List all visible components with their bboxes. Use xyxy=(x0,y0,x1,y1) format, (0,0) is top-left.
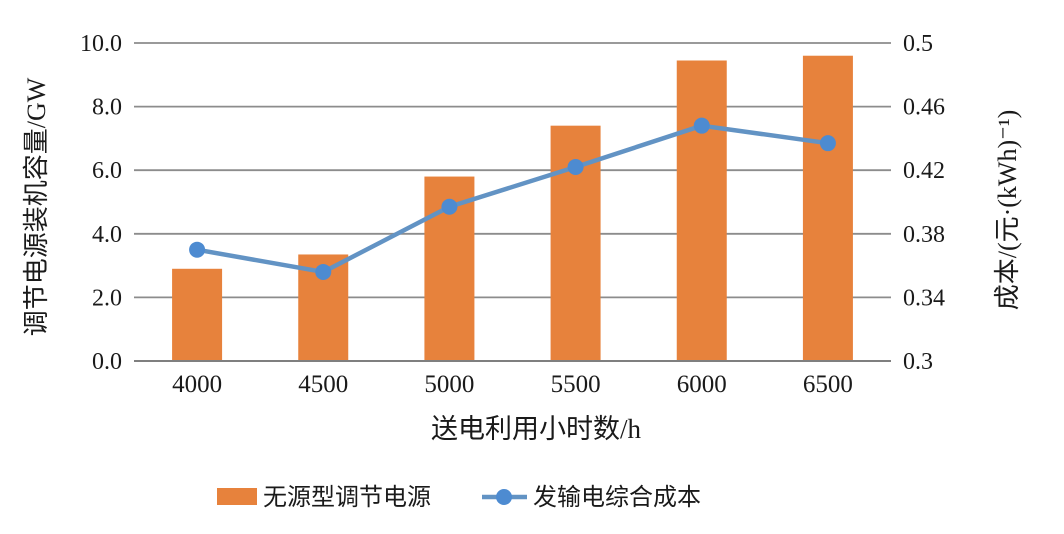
cost-marker-6500 xyxy=(819,135,836,152)
y-left-tick-label: 2.0 xyxy=(92,285,122,311)
bar-series xyxy=(172,55,853,362)
cost-marker-4000 xyxy=(189,241,206,258)
y-right-axis-title: 成本/(元·(kWh)⁻¹) xyxy=(993,110,1022,311)
y-left-tick-labels: 0.0 2.0 4.0 6.0 8.0 10.0 xyxy=(80,31,122,375)
x-tick-label: 4000 xyxy=(172,371,222,398)
legend-label-bar: 无源型调节电源 xyxy=(263,484,431,511)
y-right-tick-label: 0.46 xyxy=(903,95,945,121)
cost-marker-5500 xyxy=(567,159,584,176)
y-right-tick-label: 0.5 xyxy=(903,31,933,57)
x-tick-labels: 4000 4500 5000 5500 6000 6500 xyxy=(172,371,853,398)
cost-line xyxy=(194,123,831,275)
y-left-tick-label: 4.0 xyxy=(92,222,122,248)
x-tick-label: 5500 xyxy=(551,371,601,398)
y-left-axis-title: 调节电源装机容量/GW xyxy=(22,77,51,336)
y-right-tick-labels: 0.3 0.34 0.38 0.42 0.46 0.5 xyxy=(903,31,945,375)
x-tick-label: 5000 xyxy=(424,371,474,398)
gridlines xyxy=(134,42,891,299)
x-axis-title: 送电利用小时数/h xyxy=(431,414,642,444)
y-right-tick-label: 0.34 xyxy=(903,285,945,311)
y-left-tick-label: 0.0 xyxy=(92,349,122,375)
x-tick-label: 6000 xyxy=(677,371,727,398)
cost-marker-6000 xyxy=(693,117,710,134)
bar-4000 xyxy=(172,268,223,361)
x-tick-label: 4500 xyxy=(298,371,348,398)
legend-label-line: 发输电综合成本 xyxy=(533,484,701,511)
bar-6000 xyxy=(676,60,727,362)
cost-marker-4500 xyxy=(315,263,332,280)
y-right-tick-label: 0.42 xyxy=(903,158,945,184)
y-left-tick-label: 6.0 xyxy=(92,158,122,184)
legend-marker-sample xyxy=(496,489,512,505)
y-left-tick-label: 10.0 xyxy=(80,31,122,57)
legend-item-bar-series: 无源型调节电源 xyxy=(217,484,431,511)
legend-swatch-bar xyxy=(217,488,257,505)
y-left-tick-label: 8.0 xyxy=(92,95,122,121)
bar-6500 xyxy=(802,55,853,361)
y-right-tick-label: 0.38 xyxy=(903,222,945,248)
legend: 无源型调节电源 发输电综合成本 xyxy=(217,484,701,511)
line-series xyxy=(189,117,836,280)
legend-item-line-series: 发输电综合成本 xyxy=(482,484,701,511)
y-right-tick-label: 0.3 xyxy=(903,349,933,375)
cost-marker-5000 xyxy=(441,198,458,215)
x-tick-label: 6500 xyxy=(803,371,853,398)
